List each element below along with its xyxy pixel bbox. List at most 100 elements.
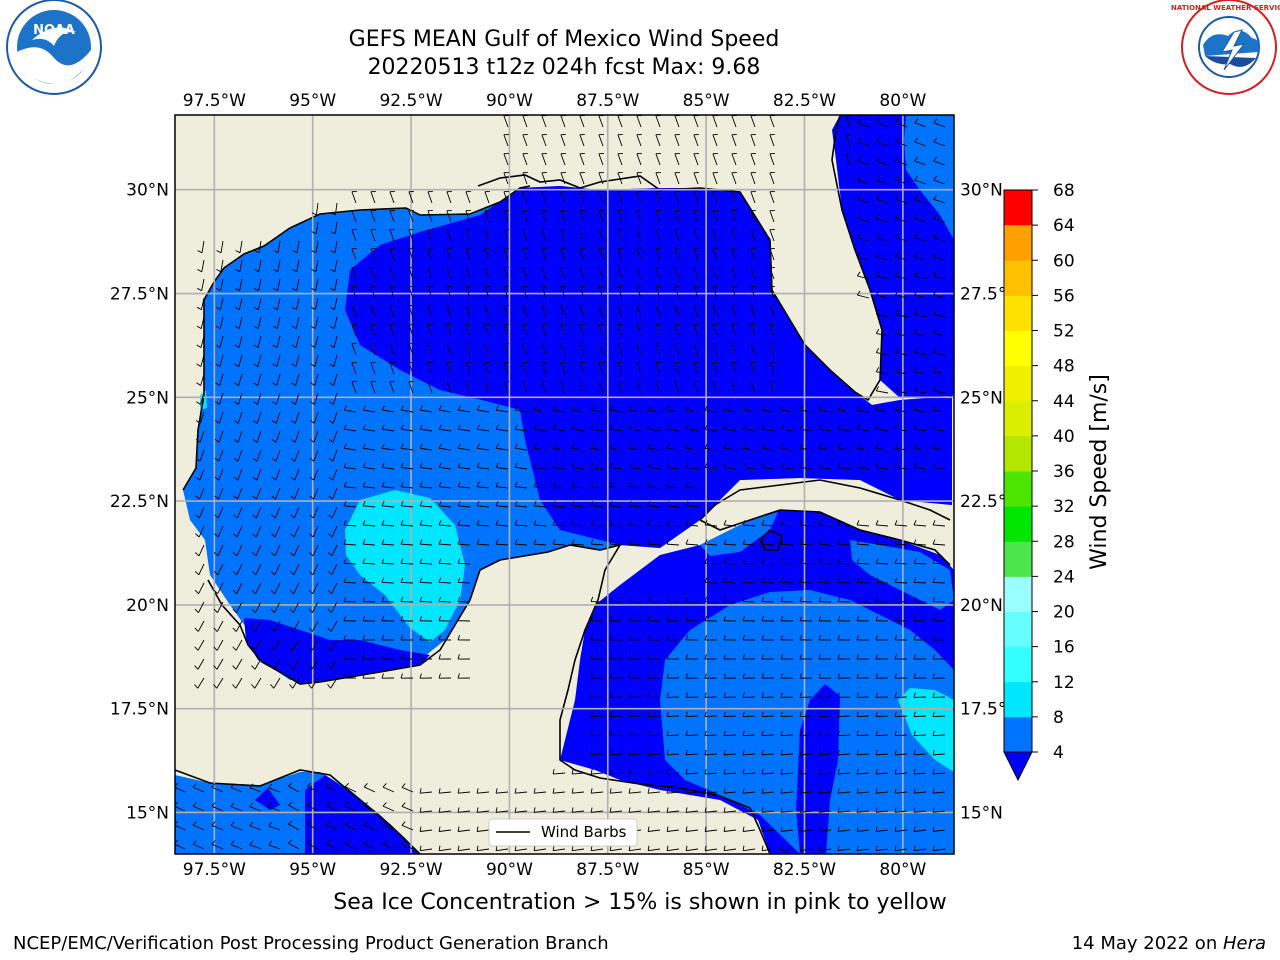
- wind-barb: [685, 807, 699, 813]
- wind-barb: [780, 462, 794, 470]
- wind-barb: [674, 134, 680, 147]
- wind-barb: [856, 558, 870, 565]
- wind-barb: [194, 582, 205, 595]
- wind-barb: [742, 730, 756, 737]
- wind-barb: [427, 305, 433, 318]
- wind-barb: [289, 582, 300, 595]
- wind-barb: [932, 539, 946, 546]
- colorbar-segment: [1004, 435, 1032, 472]
- wind-barb: [495, 539, 509, 546]
- wind-barb: [308, 658, 319, 670]
- wind-barb: [913, 520, 927, 527]
- wind-barb: [249, 802, 262, 812]
- wind-barb: [192, 821, 205, 831]
- wind-barb: [400, 539, 414, 546]
- wind-barb: [235, 278, 243, 292]
- colorbar-segment: [1004, 611, 1032, 648]
- wind-barb: [232, 658, 243, 670]
- wind-barb: [235, 259, 243, 273]
- wind-barb: [875, 615, 889, 622]
- colorbar-segment: [1004, 716, 1032, 753]
- wind-barb: [230, 783, 243, 793]
- wind-barb: [932, 596, 946, 603]
- wind-barb: [655, 210, 661, 223]
- wind-barb: [560, 248, 566, 261]
- wind-barb: [666, 654, 680, 660]
- wind-barb: [400, 424, 414, 432]
- wind-barb: [484, 381, 490, 394]
- wind-barb: [914, 137, 927, 147]
- wind-barb: [252, 430, 262, 443]
- wind-barb: [856, 520, 870, 527]
- x-tick-label-bottom: 92.5°W: [379, 860, 442, 880]
- wind-barb: [875, 309, 889, 318]
- wind-barb: [894, 711, 908, 718]
- wind-barb: [446, 210, 452, 223]
- wind-barb: [571, 501, 585, 508]
- wind-barb: [408, 210, 414, 223]
- wind-barb: [876, 271, 889, 280]
- wind-barb: [476, 788, 490, 794]
- wind-barb: [617, 210, 623, 223]
- wind-barb: [288, 801, 300, 812]
- wind-barb: [685, 443, 699, 451]
- wind-barb: [251, 620, 262, 632]
- wind-barb: [351, 324, 357, 337]
- date-stamp: 14 May 2022 on Hera: [1072, 933, 1266, 954]
- wind-barb: [233, 449, 243, 462]
- wind-barb: [723, 826, 737, 832]
- wind-barb: [290, 525, 300, 538]
- wind-barb: [913, 328, 927, 337]
- wind-barb: [216, 240, 224, 254]
- wind-barb: [666, 807, 680, 813]
- wind-barb: [685, 481, 699, 489]
- wind-barb: [780, 635, 794, 641]
- wind-barb: [552, 443, 566, 451]
- wind-barb: [465, 305, 471, 318]
- wind-barb: [309, 449, 319, 462]
- wind-barb: [780, 807, 794, 813]
- wind-barb: [731, 172, 737, 185]
- wind-barb: [693, 362, 699, 375]
- wind-barb: [590, 405, 604, 413]
- wind-barb: [495, 807, 509, 813]
- wind-barb: [780, 596, 794, 603]
- wind-barb: [799, 558, 813, 565]
- wind-barb: [731, 343, 737, 356]
- wind-barb: [769, 267, 775, 280]
- wind-barb: [750, 324, 756, 337]
- colorbar-segment: [1004, 541, 1032, 577]
- wind-barb: [913, 654, 927, 660]
- wind-barb: [311, 202, 319, 216]
- wind-barb: [609, 711, 623, 718]
- wind-barb: [271, 468, 281, 481]
- wind-barb: [894, 654, 908, 660]
- wind-barb: [197, 240, 205, 254]
- wind-barb: [213, 601, 224, 613]
- wind-barb: [617, 191, 623, 204]
- wind-barb: [438, 405, 452, 413]
- wind-barb: [837, 769, 851, 775]
- wind-barb: [932, 615, 946, 622]
- wind-barb: [628, 462, 642, 470]
- wind-barb: [780, 577, 794, 584]
- wind-barb: [560, 381, 566, 394]
- wind-barb: [533, 462, 547, 470]
- wind-barb: [731, 229, 737, 242]
- wind-barb: [742, 462, 756, 470]
- wind-barb: [913, 367, 927, 375]
- wind-barb: [252, 525, 262, 538]
- wind-barb: [311, 221, 319, 235]
- wind-barb: [742, 845, 756, 852]
- wind-barb: [731, 191, 737, 204]
- wind-barb: [476, 501, 490, 508]
- wind-barb: [408, 267, 414, 280]
- wind-barb: [330, 278, 338, 292]
- wind-barb: [389, 343, 395, 356]
- wind-barb: [647, 673, 661, 679]
- wind-barb: [389, 286, 395, 299]
- wind-barb: [693, 229, 699, 242]
- wind-barb: [780, 520, 794, 527]
- wind-barb: [875, 328, 889, 337]
- wind-barb: [541, 153, 547, 166]
